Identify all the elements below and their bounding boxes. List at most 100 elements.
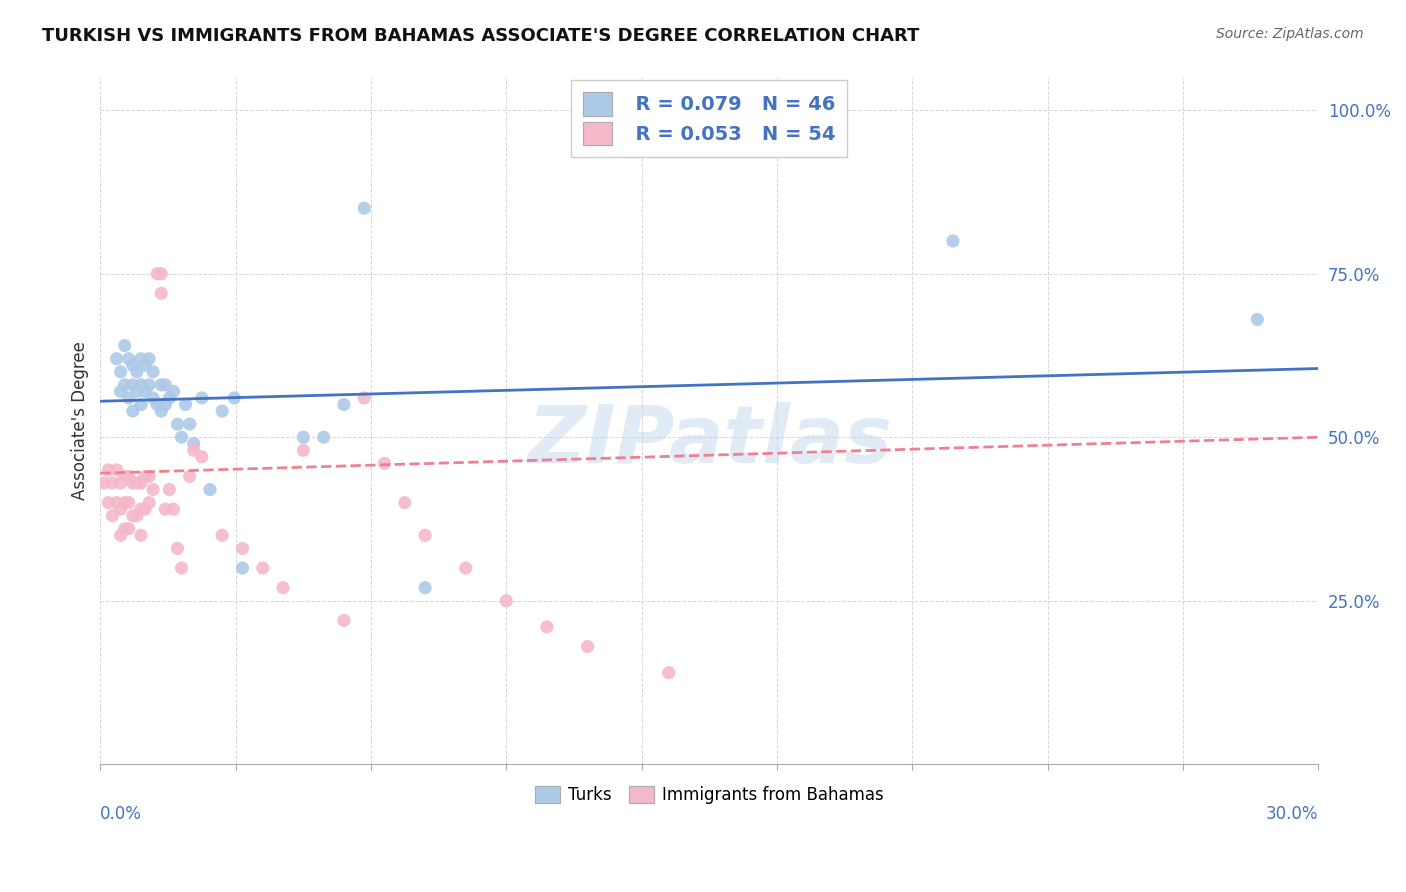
- Point: [142, 365, 165, 379]
- Point: [129, 528, 152, 542]
- Point: [121, 358, 143, 372]
- Point: [292, 443, 315, 458]
- Point: [118, 391, 141, 405]
- Point: [138, 351, 160, 366]
- Point: [155, 502, 177, 516]
- Point: [129, 377, 152, 392]
- Point: [97, 495, 120, 509]
- Y-axis label: Associate's Degree: Associate's Degree: [72, 342, 89, 500]
- Point: [105, 351, 128, 366]
- Point: [166, 417, 188, 431]
- Point: [179, 417, 201, 431]
- Point: [333, 613, 356, 627]
- Point: [183, 436, 205, 450]
- Point: [110, 475, 132, 490]
- Point: [166, 541, 188, 556]
- Point: [231, 541, 253, 556]
- Point: [150, 267, 173, 281]
- Point: [198, 483, 221, 497]
- Point: [231, 561, 253, 575]
- Point: [138, 495, 160, 509]
- Point: [105, 495, 128, 509]
- Point: [129, 351, 152, 366]
- Point: [129, 397, 152, 411]
- Point: [101, 475, 124, 490]
- Point: [134, 384, 156, 399]
- Point: [114, 522, 136, 536]
- Point: [121, 377, 143, 392]
- Point: [114, 338, 136, 352]
- Point: [150, 404, 173, 418]
- Point: [110, 502, 132, 516]
- Point: [125, 475, 148, 490]
- Point: [1246, 312, 1268, 326]
- Point: [155, 377, 177, 392]
- Point: [576, 640, 599, 654]
- Point: [134, 502, 156, 516]
- Point: [211, 528, 233, 542]
- Text: 0.0%: 0.0%: [100, 805, 142, 823]
- Point: [101, 508, 124, 523]
- Point: [114, 469, 136, 483]
- Point: [333, 397, 356, 411]
- Point: [413, 528, 436, 542]
- Point: [134, 469, 156, 483]
- Point: [118, 351, 141, 366]
- Point: [110, 365, 132, 379]
- Text: Source: ZipAtlas.com: Source: ZipAtlas.com: [1216, 27, 1364, 41]
- Point: [353, 201, 375, 215]
- Point: [942, 234, 965, 248]
- Point: [121, 508, 143, 523]
- Point: [179, 469, 201, 483]
- Point: [93, 475, 115, 490]
- Point: [252, 561, 274, 575]
- Point: [125, 508, 148, 523]
- Point: [155, 397, 177, 411]
- Point: [121, 404, 143, 418]
- Point: [157, 483, 180, 497]
- Text: 30.0%: 30.0%: [1265, 805, 1319, 823]
- Point: [118, 522, 141, 536]
- Point: [174, 397, 197, 411]
- Point: [413, 581, 436, 595]
- Legend: Turks, Immigrants from Bahamas: Turks, Immigrants from Bahamas: [529, 780, 890, 811]
- Point: [373, 456, 395, 470]
- Point: [114, 495, 136, 509]
- Point: [125, 365, 148, 379]
- Point: [191, 391, 214, 405]
- Point: [495, 593, 517, 607]
- Point: [114, 377, 136, 392]
- Point: [118, 469, 141, 483]
- Point: [129, 475, 152, 490]
- Point: [97, 463, 120, 477]
- Point: [142, 483, 165, 497]
- Point: [134, 358, 156, 372]
- Point: [157, 391, 180, 405]
- Point: [271, 581, 294, 595]
- Point: [292, 430, 315, 444]
- Point: [121, 475, 143, 490]
- Point: [105, 463, 128, 477]
- Point: [118, 495, 141, 509]
- Point: [191, 450, 214, 464]
- Point: [150, 286, 173, 301]
- Text: ZIPatlas: ZIPatlas: [527, 402, 891, 481]
- Point: [110, 384, 132, 399]
- Point: [738, 136, 761, 150]
- Point: [658, 665, 681, 680]
- Point: [162, 384, 184, 399]
- Point: [170, 430, 193, 444]
- Point: [129, 502, 152, 516]
- Point: [353, 391, 375, 405]
- Text: TURKISH VS IMMIGRANTS FROM BAHAMAS ASSOCIATE'S DEGREE CORRELATION CHART: TURKISH VS IMMIGRANTS FROM BAHAMAS ASSOC…: [42, 27, 920, 45]
- Point: [150, 377, 173, 392]
- Point: [183, 443, 205, 458]
- Point: [110, 528, 132, 542]
- Point: [142, 391, 165, 405]
- Point: [312, 430, 335, 444]
- Point: [146, 267, 169, 281]
- Point: [224, 391, 246, 405]
- Point: [162, 502, 184, 516]
- Point: [138, 377, 160, 392]
- Point: [146, 397, 169, 411]
